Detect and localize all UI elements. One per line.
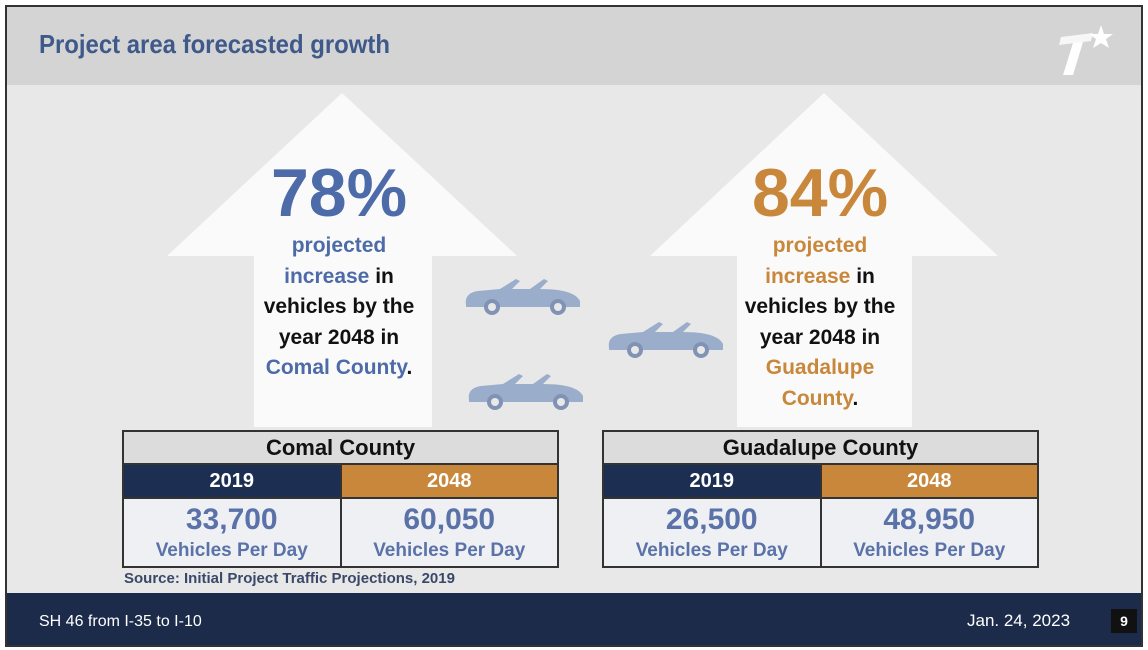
comal-growth-text: 78% projected increase in vehicles by th… [239,157,439,384]
project-name: SH 46 from I-35 to I-10 [39,613,202,630]
text-line: . [852,386,859,410]
text-line: . [406,356,413,379]
slide-footer: SH 46 from I-35 to I-10 Jan. 24, 2023 9 [7,593,1141,645]
text-line: Comal County [265,356,407,379]
text-line: in [369,264,394,288]
table-title: Comal County [124,432,557,465]
comal-percent: 78% [270,155,408,231]
unit: Vehicles Per Day [635,540,788,561]
guadalupe-table: Guadalupe County 2019 2048 26,500 Vehicles… [602,430,1039,568]
guadalupe-percent: 84% [751,155,889,231]
table-cell: 26,500 Vehicles Per Day [604,499,820,568]
text-line: vehicles by the [263,295,415,318]
guadalupe-growth-text: 84% projected increase in vehicles by th… [720,157,920,414]
unit: Vehicles Per Day [853,540,1006,561]
table-cell: 48,950 Vehicles Per Day [819,499,1038,568]
car-icon [465,279,580,315]
value: 26,500 [665,503,758,536]
slide-title: Project area forecasted growth [39,29,390,59]
text-line: vehicles by the [744,295,896,318]
text-line: Guadalupe [765,356,875,379]
unit: Vehicles Per Day [373,540,526,561]
text-line: increase [284,264,370,288]
text-line: projected [772,234,868,257]
txdot-logo-icon [1059,25,1113,75]
text-line: County [781,386,853,410]
car-icon [468,374,583,410]
slide: Project area forecasted growth [5,5,1143,647]
value: 60,050 [403,503,496,536]
table-cell: 60,050 Vehicles Per Day [339,499,558,568]
unit: Vehicles Per Day [155,540,308,561]
year-header: 2019 [604,465,820,497]
slide-header: Project area forecasted growth [7,7,1141,85]
text-line: in [850,264,875,288]
year-header: 2048 [339,465,557,497]
right-up-arrow [650,93,998,427]
comal-table: Comal County 2019 2048 33,700 Vehicles Per… [122,430,559,568]
page-number: 9 [1111,609,1137,633]
table-title: Guadalupe County [604,432,1037,465]
year-header: 2048 [819,465,1037,497]
source-note: Source: Initial Project Traffic Projecti… [124,570,455,587]
graphics-layer [167,93,998,427]
text-line: year 2048 in [759,325,881,349]
text-line: increase [765,264,851,288]
year-header: 2019 [124,465,340,497]
table-cell: 33,700 Vehicles Per Day [124,499,340,568]
car-icon [608,322,723,358]
date: Jan. 24, 2023 [967,611,1071,630]
text-line: year 2048 in [278,325,400,349]
left-up-arrow [167,93,517,427]
value: 48,950 [883,503,976,536]
text-line: projected [291,234,387,257]
value: 33,700 [185,503,278,536]
